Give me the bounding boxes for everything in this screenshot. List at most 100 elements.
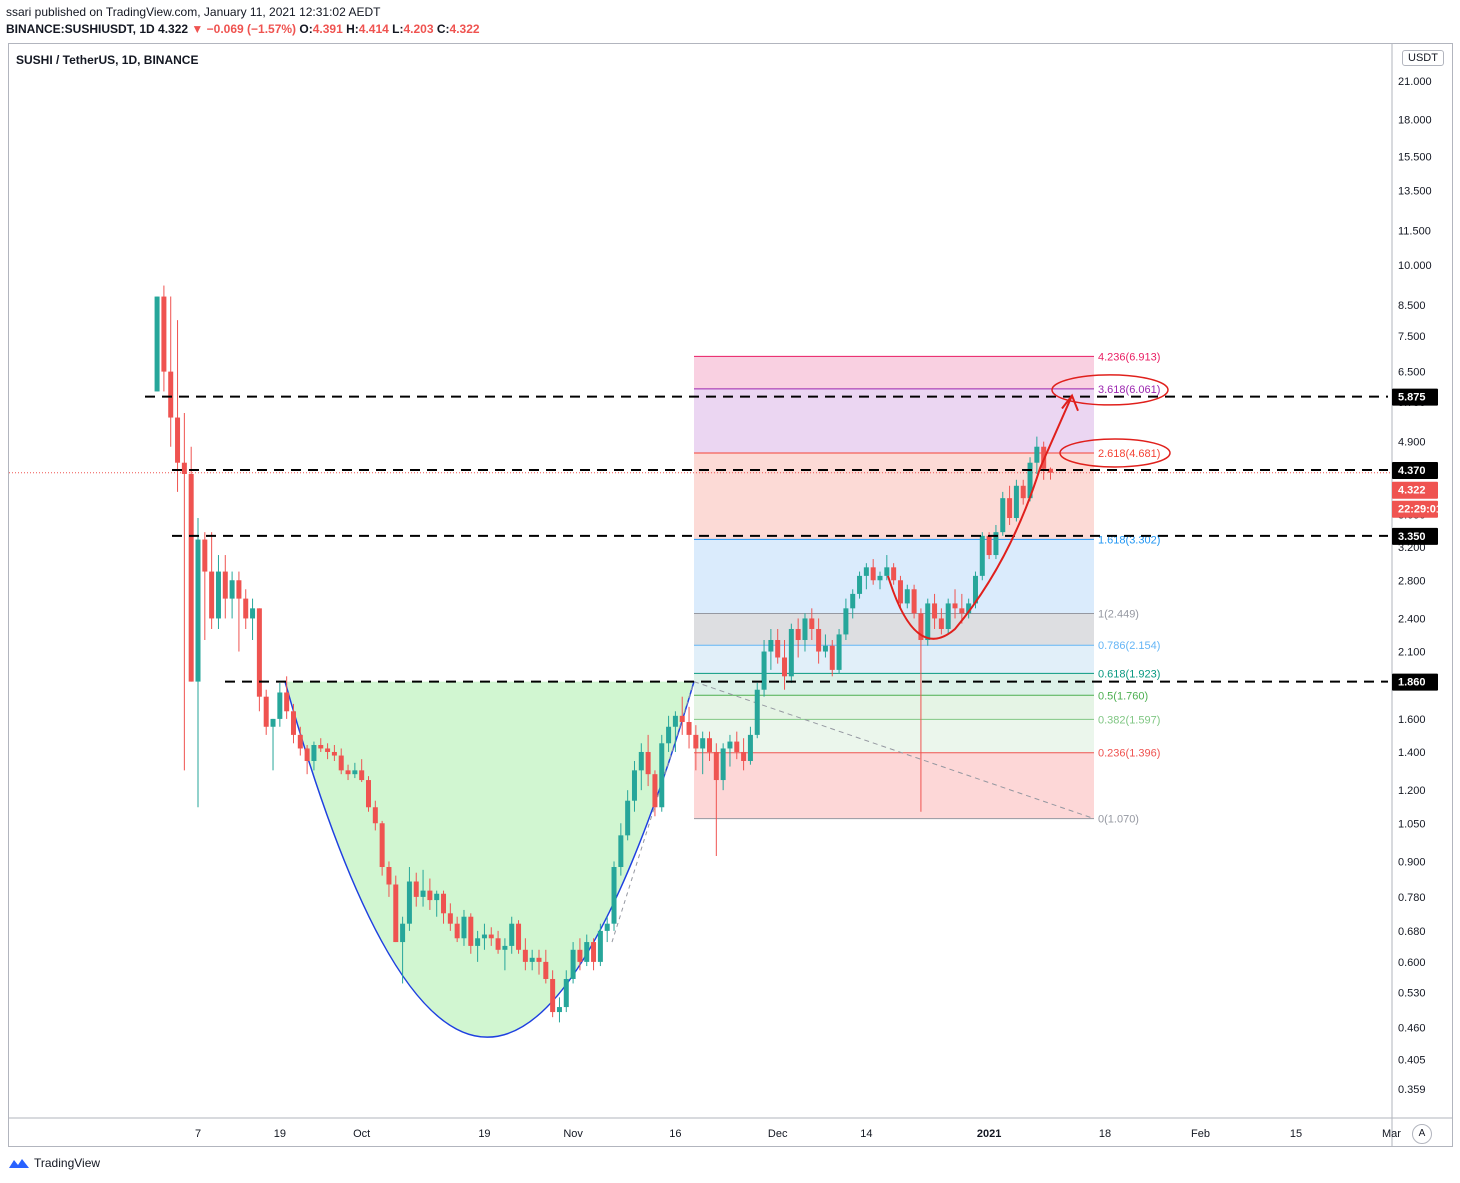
target-ellipse-3618[interactable] bbox=[1051, 374, 1169, 406]
price-tick-label: 0.900 bbox=[1398, 856, 1426, 868]
candle-body bbox=[215, 571, 221, 619]
price-tick-label: 2.800 bbox=[1398, 575, 1426, 587]
close-caption: C: bbox=[436, 22, 450, 36]
candle-body bbox=[536, 957, 542, 962]
open-caption: O: bbox=[299, 22, 313, 36]
candle-body bbox=[952, 603, 958, 609]
candle-body bbox=[386, 867, 392, 885]
candle-body bbox=[256, 608, 262, 697]
price-tick-label: 1.600 bbox=[1398, 714, 1426, 726]
candle-body bbox=[413, 881, 419, 897]
chart-title: SUSHI / TetherUS, 1D, BINANCE bbox=[16, 53, 199, 67]
price-tick-label: 21.000 bbox=[1398, 76, 1432, 88]
cup-dashed-line bbox=[611, 681, 695, 943]
candle-body bbox=[1013, 485, 1019, 518]
candle-body bbox=[986, 535, 992, 556]
candle-body bbox=[747, 734, 753, 761]
candle-body bbox=[863, 567, 869, 576]
candle-body bbox=[802, 618, 808, 641]
time-tick-label: 7 bbox=[195, 1128, 201, 1140]
time-tick-label: 14 bbox=[860, 1128, 872, 1140]
time-tick-label: Feb bbox=[1191, 1128, 1210, 1140]
candle-body bbox=[434, 893, 440, 901]
price-tick-label: 0.359 bbox=[1398, 1084, 1426, 1096]
fib-level-label: 1.618(3.302) bbox=[1098, 534, 1160, 546]
candle-body bbox=[904, 589, 910, 604]
candle-body bbox=[884, 567, 890, 576]
tradingview-logo-icon bbox=[9, 1159, 29, 1168]
time-tick-label: 16 bbox=[669, 1128, 681, 1140]
fib-band bbox=[694, 356, 1094, 389]
price-tick-label: 0.460 bbox=[1398, 1023, 1426, 1035]
candle-body bbox=[195, 539, 201, 682]
cup-curve[interactable] bbox=[284, 681, 695, 1038]
candle-body bbox=[625, 800, 631, 836]
candle-body bbox=[543, 961, 549, 979]
candle-body bbox=[359, 770, 365, 781]
time-tick-label: Mar bbox=[1382, 1128, 1401, 1140]
auto-scale-button[interactable]: A bbox=[1412, 1124, 1432, 1144]
price-tick-label: 2.400 bbox=[1398, 613, 1426, 625]
candle-body bbox=[638, 751, 644, 771]
candle-body bbox=[495, 938, 501, 950]
projection-arc[interactable] bbox=[887, 395, 1073, 640]
currency-button[interactable]: USDT bbox=[1402, 50, 1444, 66]
low-caption: L: bbox=[392, 22, 404, 36]
target-ellipse-2618[interactable] bbox=[1059, 438, 1171, 468]
candle-body bbox=[877, 575, 883, 581]
candle-body bbox=[959, 608, 965, 614]
candle-body bbox=[850, 593, 856, 609]
candle-body bbox=[502, 945, 508, 950]
candle-body bbox=[304, 748, 310, 761]
fib-level-label: 0.5(1.760) bbox=[1098, 690, 1148, 702]
tradingview-logo[interactable]: TradingView bbox=[8, 1156, 100, 1170]
candle-body bbox=[713, 751, 719, 781]
price-tick-label: 8.500 bbox=[1398, 300, 1426, 312]
low-value: 4.203 bbox=[403, 22, 434, 36]
fib-level-label: 1(2.449) bbox=[1098, 608, 1139, 620]
candle-body bbox=[461, 916, 467, 939]
candle-body bbox=[550, 978, 556, 1013]
candle-body bbox=[236, 580, 242, 599]
candle-body bbox=[932, 603, 938, 619]
level-price-badge-bg bbox=[1392, 673, 1438, 691]
close-value: 4.322 bbox=[449, 22, 480, 36]
fib-band bbox=[694, 645, 1094, 674]
time-tick-label: 19 bbox=[274, 1128, 286, 1140]
candle-body bbox=[754, 689, 760, 735]
fib-band bbox=[694, 388, 1094, 453]
candle-body bbox=[488, 934, 494, 939]
price-tick-label: 0.600 bbox=[1398, 957, 1426, 969]
last-price-badge-bg bbox=[1392, 481, 1438, 499]
candle-body bbox=[604, 923, 610, 931]
time-tick-label: Oct bbox=[353, 1128, 370, 1140]
candle-body bbox=[481, 934, 487, 939]
fib-level-label: 0.236(1.396) bbox=[1098, 748, 1160, 760]
candle-body bbox=[161, 296, 167, 372]
candle-body bbox=[1007, 498, 1013, 518]
candle-body bbox=[366, 780, 371, 808]
fib-band bbox=[694, 673, 1094, 696]
candle-body bbox=[338, 755, 344, 771]
price-tick-label: 1.400 bbox=[1398, 747, 1426, 759]
fib-level-label: 4.236(6.913) bbox=[1098, 351, 1160, 363]
price-tick-label: 10.000 bbox=[1398, 260, 1432, 272]
candle-body bbox=[707, 738, 712, 752]
fib-trend-line bbox=[693, 681, 1095, 820]
fib-level-label: 0.618(1.923) bbox=[1098, 668, 1160, 680]
candle-body bbox=[782, 657, 788, 677]
fib-band bbox=[694, 452, 1094, 540]
price-tick-label: 15.500 bbox=[1398, 151, 1432, 163]
candle-body bbox=[700, 738, 706, 749]
candle-body bbox=[529, 957, 535, 962]
candle-body bbox=[618, 835, 624, 868]
candle-body bbox=[277, 692, 283, 719]
candle-body bbox=[577, 949, 583, 962]
fibonacci-extension[interactable]: 0(1.070) 0.236(1.396) 0.382(1.597) 0.5(1.76… bbox=[693, 351, 1160, 826]
candle-body bbox=[591, 942, 597, 962]
last-price-badge: 4.322 bbox=[1398, 485, 1426, 497]
candle-body bbox=[1034, 446, 1040, 463]
candle-body bbox=[597, 930, 603, 962]
price-tick-label: 13.500 bbox=[1398, 186, 1432, 198]
